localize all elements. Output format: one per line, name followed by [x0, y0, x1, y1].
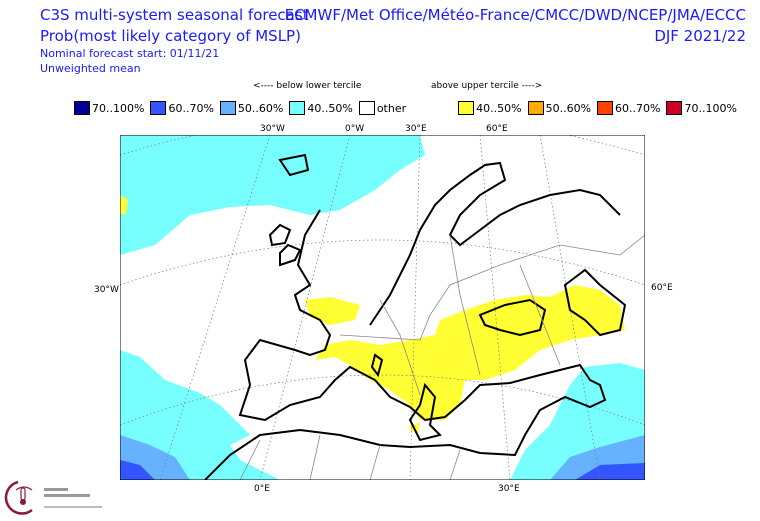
legend-swatch: [597, 101, 614, 115]
legend-swatch: [458, 101, 475, 115]
legend-label: 60..70%: [615, 101, 661, 115]
legend-label: 40..50%: [307, 101, 353, 115]
legend-label: 50..60%: [237, 101, 284, 115]
legend-item: 40..50%: [458, 101, 522, 115]
subtitle: Prob(most likely category of MSLP): [40, 27, 301, 45]
region-below-60-70: [575, 463, 645, 480]
legend-label: 70..100%: [684, 101, 737, 115]
legend-item: 40..50%: [289, 101, 353, 115]
left-label: 30°W: [94, 285, 119, 295]
right-label: 60°E: [651, 283, 673, 293]
top-label: 30°E: [405, 124, 427, 134]
forecast-start: Nominal forecast start: 01/11/21: [40, 47, 220, 60]
probability-map: [120, 135, 645, 480]
region-below-40-50: [120, 350, 280, 480]
region-below-40-50: [120, 195, 128, 215]
legend-item: 50..60%: [527, 101, 592, 115]
below-caption: <---- below lower tercile: [253, 81, 362, 91]
borders: [239, 234, 645, 480]
top-label: 30°W: [260, 124, 285, 134]
legend-label: 70..100%: [92, 101, 145, 115]
region-below-40-50: [120, 135, 425, 255]
title: C3S multi-system seasonal forecast: [40, 6, 309, 24]
legend-item: 70..100%: [74, 101, 144, 115]
legend-swatch: [358, 101, 375, 115]
legend-swatch: [150, 101, 167, 115]
legend-swatch: [219, 101, 236, 115]
legend-label: 60..70%: [168, 101, 214, 115]
bottom-label: 0°E: [254, 484, 270, 494]
legend-swatch: [527, 101, 544, 115]
season: DJF 2021/22: [654, 27, 746, 45]
legend-swatch: [289, 101, 306, 115]
method: Unweighted mean: [40, 62, 141, 75]
legend-swatch: [74, 101, 90, 115]
legend-item: 60..70%: [150, 101, 214, 115]
legend-label: 40..50%: [476, 101, 522, 115]
legend-label: 50..60%: [545, 101, 592, 115]
top-label: 0°W: [345, 124, 365, 134]
graticule: [120, 135, 645, 480]
above-caption: above upper tercile ---->: [431, 81, 543, 91]
legend-label: other: [376, 101, 407, 115]
coastlines: [204, 153, 627, 480]
bottom-label: 30°E: [498, 484, 520, 494]
legend-item: 50..60%: [219, 101, 284, 115]
region-above-40-50: [305, 297, 360, 325]
top-label: 60°E: [486, 124, 508, 134]
legend-item: other: [358, 101, 407, 115]
legend: 70..100% 60..70% 50..60% 40..50% other 40..50…: [74, 101, 743, 115]
legend-item: 70..100%: [666, 101, 737, 115]
centres: ECMWF/Met Office/Météo-France/CMCC/DWD/N…: [284, 6, 746, 24]
region-above-40-50: [315, 285, 625, 420]
climate-change-service-logo: [4, 480, 102, 515]
region-below-60-70: [120, 460, 155, 480]
legend-swatch: [666, 101, 683, 115]
legend-item: 60..70%: [597, 101, 660, 115]
